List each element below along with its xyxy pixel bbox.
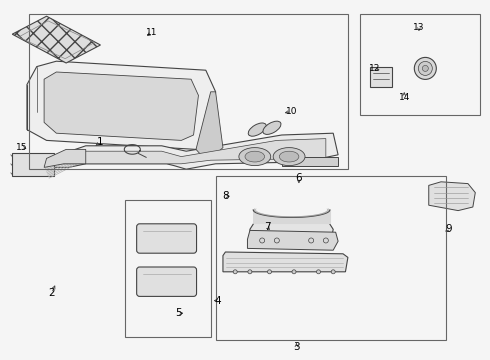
Text: 6: 6: [295, 173, 302, 183]
Text: 13: 13: [413, 22, 425, 31]
Text: 7: 7: [264, 222, 270, 232]
Circle shape: [292, 270, 296, 274]
Circle shape: [415, 57, 436, 80]
Text: 11: 11: [146, 28, 158, 37]
Text: 3: 3: [293, 342, 300, 352]
Polygon shape: [247, 230, 338, 250]
Ellipse shape: [263, 121, 281, 134]
Polygon shape: [27, 61, 216, 149]
Polygon shape: [56, 139, 326, 164]
Polygon shape: [429, 182, 475, 211]
Bar: [370, 67, 392, 87]
Polygon shape: [250, 223, 333, 238]
Circle shape: [248, 270, 252, 274]
Text: 5: 5: [175, 308, 182, 318]
Circle shape: [268, 270, 271, 274]
Polygon shape: [44, 149, 86, 167]
Bar: [216, 176, 446, 340]
Polygon shape: [44, 72, 198, 140]
Polygon shape: [12, 16, 100, 63]
Circle shape: [422, 66, 428, 71]
Ellipse shape: [273, 148, 305, 166]
Bar: [125, 200, 211, 337]
Text: 9: 9: [445, 224, 452, 234]
Ellipse shape: [279, 151, 299, 162]
Bar: [29, 14, 348, 169]
Ellipse shape: [245, 151, 265, 162]
Polygon shape: [223, 252, 348, 272]
Ellipse shape: [239, 148, 271, 166]
Polygon shape: [37, 133, 338, 176]
Circle shape: [418, 62, 432, 75]
Text: 14: 14: [398, 93, 410, 102]
Text: 8: 8: [222, 191, 229, 201]
Circle shape: [233, 270, 237, 274]
Bar: [360, 14, 480, 115]
Circle shape: [317, 270, 320, 274]
Text: 2: 2: [48, 288, 55, 298]
Text: 12: 12: [369, 64, 381, 73]
Polygon shape: [12, 153, 54, 176]
Circle shape: [331, 270, 335, 274]
Text: 10: 10: [286, 107, 297, 116]
Text: 4: 4: [215, 296, 221, 306]
Text: 15: 15: [16, 143, 28, 152]
Text: 1: 1: [97, 137, 104, 147]
Ellipse shape: [248, 123, 266, 136]
Polygon shape: [196, 92, 223, 157]
FancyBboxPatch shape: [137, 267, 196, 296]
FancyBboxPatch shape: [137, 224, 196, 253]
Polygon shape: [282, 157, 338, 166]
